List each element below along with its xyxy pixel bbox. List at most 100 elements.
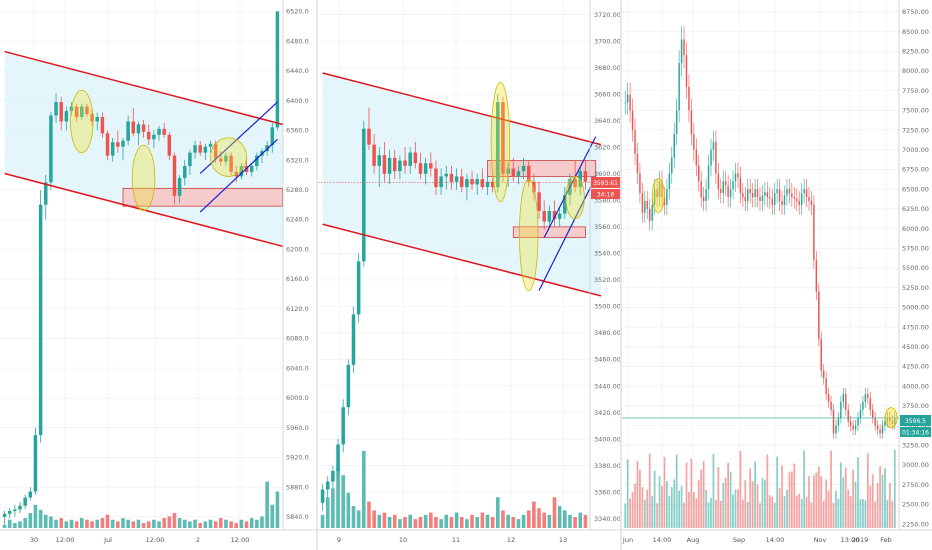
right-volume-bar	[837, 498, 840, 528]
right-volume-bar	[886, 500, 889, 528]
right-candle	[749, 189, 751, 194]
middle-volume-bar	[485, 514, 490, 528]
left-candle	[105, 133, 110, 156]
right-price-tick: 2500.00	[902, 501, 929, 509]
right-volume-bar	[783, 496, 786, 528]
middle-candle	[542, 210, 546, 222]
right-candle	[712, 141, 715, 150]
right-candle	[732, 181, 734, 190]
middle-time-tick: 11	[452, 536, 460, 544]
left-candle	[177, 177, 182, 196]
middle-volume-bar	[490, 517, 495, 528]
right-candle	[825, 378, 827, 395]
right-candle	[796, 198, 798, 201]
left-volume-bar	[182, 519, 187, 528]
right-candle	[798, 200, 800, 205]
left-candle	[13, 509, 17, 511]
right-price-tick: 7500.00	[902, 107, 929, 115]
left-volume-bar	[85, 519, 89, 528]
middle-time-tick: 12	[507, 536, 515, 544]
right-candle	[891, 420, 894, 424]
right-candle	[666, 189, 668, 205]
right-volume-bar	[739, 450, 742, 528]
middle-volume-bar	[496, 497, 500, 528]
right-candle	[693, 134, 695, 150]
right-volume-bar	[715, 499, 717, 528]
right-volume-bar	[813, 475, 815, 528]
right-volume-bar	[700, 469, 703, 528]
left-candle	[219, 158, 223, 162]
right-price-tick: 4500.00	[902, 343, 929, 351]
middle-time-tick: 9	[337, 536, 341, 544]
left-candle	[229, 155, 233, 172]
right-volume-bar	[869, 485, 872, 528]
left-volume-bar	[157, 521, 161, 528]
left-volume-bar	[162, 518, 166, 528]
middle-price-tick: 3640.00	[594, 117, 621, 125]
right-volume-bar	[690, 458, 693, 528]
right-volume-bar	[688, 491, 690, 528]
middle-candle	[552, 210, 557, 219]
left-price-tick: 6040.0	[286, 364, 309, 372]
right-volume-bar	[641, 487, 644, 528]
left-volume-bar	[90, 521, 94, 528]
right-candle	[626, 94, 629, 103]
right-candle	[849, 421, 852, 426]
middle-candle	[475, 179, 479, 185]
right-volume-bar	[675, 454, 678, 528]
right-volume-bar	[678, 490, 680, 528]
right-candle	[805, 189, 808, 198]
right-candle	[651, 204, 653, 221]
left-volume-bar	[116, 521, 120, 528]
right-volume-bar	[749, 468, 752, 528]
right-candle	[835, 425, 837, 434]
middle-volume-bar	[537, 508, 541, 528]
right-candle	[695, 149, 698, 166]
right-time-tick: Feb	[880, 536, 892, 544]
right-volume-bar	[712, 453, 715, 528]
left-price-tick: 6000.0	[286, 394, 309, 402]
right-volume-bar	[844, 467, 847, 528]
left-candle	[275, 11, 280, 128]
middle-candle	[439, 176, 443, 188]
left-price-axis: 6520.0 6480.0 6440.0 6400.0 6360.0 6320.0 6280…	[286, 8, 309, 521]
right-candle	[734, 173, 737, 182]
right-time-tick: 14:00	[653, 536, 672, 544]
right-candle	[624, 102, 626, 104]
left-candle	[162, 128, 166, 135]
middle-candle	[516, 171, 521, 177]
right-candle	[864, 394, 867, 402]
right-volume-bar	[786, 489, 788, 528]
left-price-tick: 6440.0	[286, 67, 309, 75]
left-candle	[18, 505, 22, 510]
right-candle	[769, 197, 771, 199]
right-volume-bar	[815, 472, 818, 528]
right-time-tick: 14:00	[766, 536, 785, 544]
right-volume-bar	[805, 496, 808, 528]
left-time-tick: 12:00	[231, 536, 250, 544]
right-volume-bar	[876, 483, 879, 528]
left-chart-panel: 6520.0 6480.0 6440.0 6400.0 6360.0 6320.0 6280…	[0, 0, 316, 544]
middle-candle	[341, 407, 345, 445]
left-time-axis: 30 12:00 Jul 12:00 2 12:00	[30, 536, 250, 544]
right-price-tick: 5000.00	[902, 304, 929, 312]
middle-candle	[429, 163, 433, 169]
right-volume-bar	[741, 499, 744, 528]
left-candle	[167, 134, 172, 156]
right-candle	[791, 193, 793, 198]
middle-volume-bar	[557, 506, 562, 528]
right-volume-bar	[661, 485, 663, 528]
right-candle	[881, 425, 884, 434]
left-candle	[157, 128, 161, 135]
middle-volume-bar	[403, 517, 407, 528]
middle-volume-bar	[444, 514, 449, 528]
middle-price-tick: 3420.00	[594, 409, 621, 417]
middle-volume-bar	[465, 519, 469, 528]
middle-price-axis: 3720.00 3700.00 3680.00 3660.00 3640.00 3620.…	[594, 11, 621, 523]
middle-candle	[403, 160, 407, 166]
middle-price-tick: 3600.00	[594, 170, 621, 178]
left-volume-bar	[198, 523, 203, 528]
left-volume-bar	[23, 518, 27, 528]
middle-volume-bar	[532, 501, 536, 528]
left-candle	[249, 166, 254, 172]
